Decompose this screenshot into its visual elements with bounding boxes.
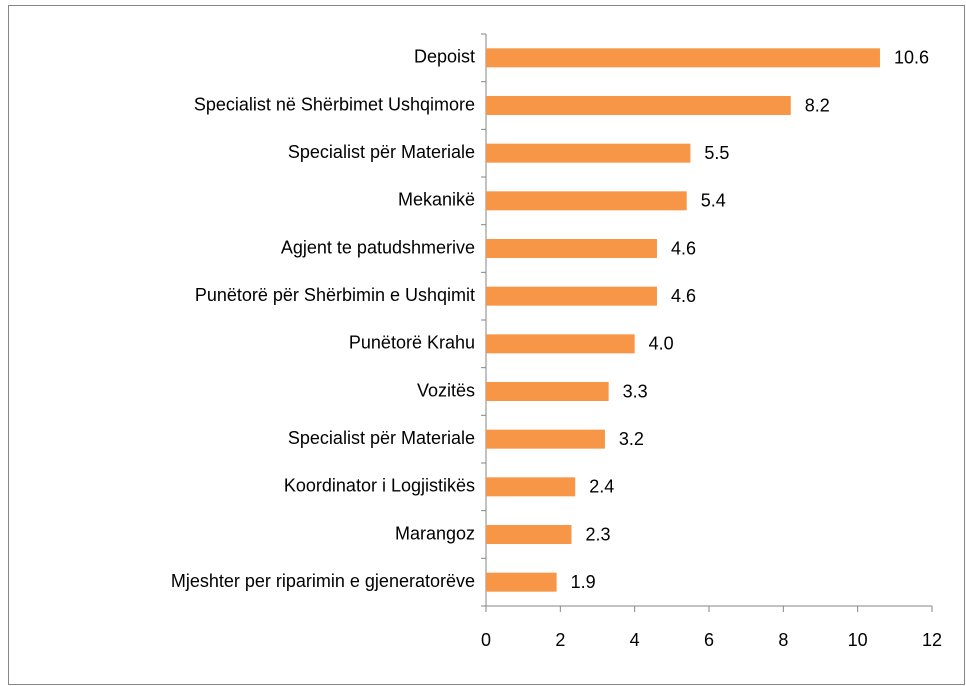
x-tick-label: 10 [848, 630, 868, 650]
value-label: 5.5 [704, 143, 729, 163]
category-label: Agjent te patudshmerive [281, 237, 475, 257]
value-label: 5.4 [701, 191, 726, 211]
value-label: 4.0 [649, 334, 674, 354]
bar [486, 382, 609, 401]
value-label: 2.4 [589, 477, 614, 497]
value-label: 4.6 [671, 238, 696, 258]
bar [486, 334, 635, 354]
value-label: 4.6 [671, 286, 696, 306]
category-label: Vozitës [417, 380, 475, 400]
bar [486, 239, 657, 258]
value-label: 3.2 [619, 429, 644, 449]
x-tick-label: 0 [481, 630, 491, 650]
bar [486, 96, 791, 115]
category-label: Mekanikë [398, 190, 475, 210]
category-label: Koordinator i Logjistikës [284, 476, 475, 496]
bar [486, 286, 657, 306]
x-tick-label: 4 [630, 630, 640, 650]
category-label: Specialist për Materiale [288, 428, 475, 448]
bar [486, 48, 880, 68]
bar [486, 572, 557, 592]
bar [486, 143, 691, 163]
category-label: Mjeshter per riparimin e gjeneratorëve [171, 571, 475, 591]
x-tick-label: 2 [555, 630, 565, 650]
bar [486, 429, 605, 449]
bar [486, 525, 572, 544]
x-tick-label: 8 [778, 630, 788, 650]
value-label: 2.3 [585, 524, 610, 544]
category-label: Specialist në Shërbimet Ushqimore [194, 94, 475, 114]
value-label: 8.2 [805, 95, 830, 115]
value-label: 10.6 [894, 48, 929, 68]
category-label: Marangoz [395, 523, 475, 543]
value-label: 1.9 [571, 572, 596, 592]
category-label: Punëtorë për Shërbimin e Ushqimit [195, 285, 475, 305]
category-label: Specialist për Materiale [288, 142, 475, 162]
x-tick-label: 12 [922, 630, 942, 650]
bar [486, 477, 576, 497]
bar [486, 191, 687, 211]
category-label: Punëtorë Krahu [349, 333, 475, 353]
x-tick-label: 6 [704, 630, 714, 650]
value-label: 3.3 [623, 381, 648, 401]
category-label: Depoist [414, 47, 475, 67]
